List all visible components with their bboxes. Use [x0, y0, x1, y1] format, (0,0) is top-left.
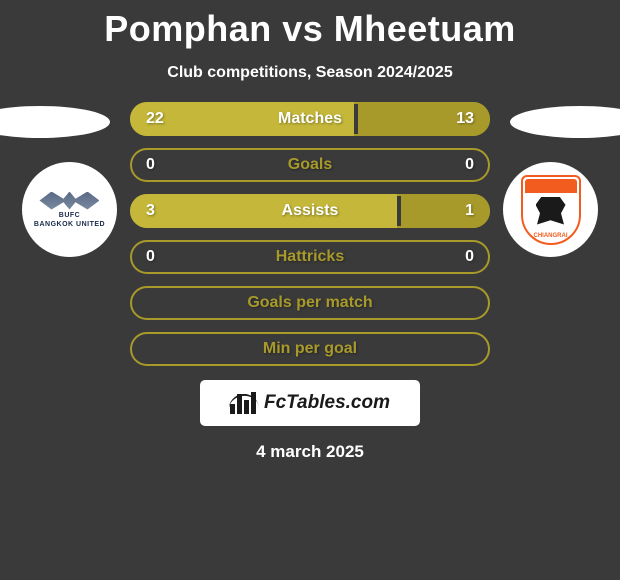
- stat-row: 22Matches13: [130, 102, 490, 136]
- oval-left: [0, 106, 110, 138]
- comparison-container: BUFC BANGKOK UNITED CHIANGRAI 22Matches1…: [0, 102, 620, 366]
- stat-label: Hattricks: [132, 248, 488, 266]
- stat-label: Assists: [132, 202, 488, 220]
- branding-text: FcTables.com: [264, 392, 390, 414]
- chiangrai-logo-icon: CHIANGRAI: [521, 175, 581, 245]
- stat-row: Min per goal: [130, 332, 490, 366]
- stat-value-right: 0: [465, 248, 474, 266]
- stats-list: 22Matches130Goals03Assists10Hattricks0Go…: [130, 102, 490, 366]
- stat-label: Goals per match: [132, 294, 488, 312]
- subtitle: Club competitions, Season 2024/2025: [0, 64, 620, 82]
- stat-row: Goals per match: [130, 286, 490, 320]
- stat-label: Goals: [132, 156, 488, 174]
- date-label: 4 march 2025: [0, 442, 620, 462]
- club-logo-right: CHIANGRAI: [503, 162, 598, 257]
- bufc-logo-icon: BUFC BANGKOK UNITED: [34, 192, 105, 228]
- stat-label: Min per goal: [132, 340, 488, 358]
- stat-value-right: 0: [465, 156, 474, 174]
- stat-value-right: 1: [465, 202, 474, 220]
- stat-row: 3Assists1: [130, 194, 490, 228]
- stat-row: 0Hattricks0: [130, 240, 490, 274]
- stat-value-left: 0: [146, 156, 155, 174]
- stat-value-left: 0: [146, 248, 155, 266]
- branding-card[interactable]: FcTables.com: [200, 380, 420, 426]
- stat-value-left: 22: [146, 110, 164, 128]
- stat-value-left: 3: [146, 202, 155, 220]
- stat-row: 0Goals0: [130, 148, 490, 182]
- page-title: Pomphan vs Mheetuam: [0, 0, 620, 50]
- fctables-logo-icon: [230, 392, 258, 414]
- oval-right: [510, 106, 620, 138]
- stat-value-right: 13: [456, 110, 474, 128]
- club-logo-left: BUFC BANGKOK UNITED: [22, 162, 117, 257]
- stat-label: Matches: [132, 110, 488, 128]
